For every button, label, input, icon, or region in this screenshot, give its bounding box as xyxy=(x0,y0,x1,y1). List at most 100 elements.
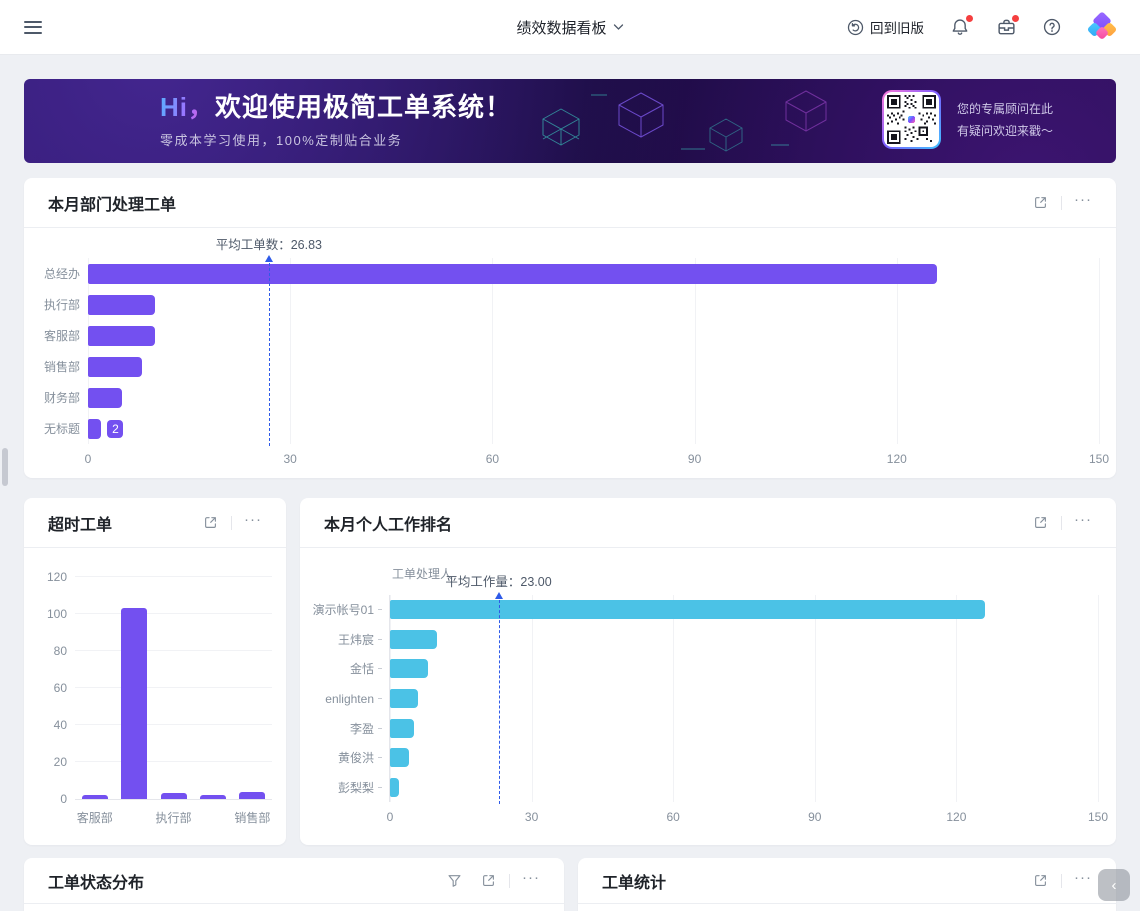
category-label: 财务部 xyxy=(43,391,80,405)
bar-客服部[interactable] xyxy=(81,795,108,799)
more-icon[interactable]: ··· xyxy=(522,869,540,886)
page-title: 绩效数据看板 xyxy=(516,19,607,37)
card-workorder-stats: 工单统计 ··· xyxy=(578,858,1116,911)
bar-row xyxy=(88,258,1099,289)
bell-icon xyxy=(951,18,969,36)
filter-icon[interactable] xyxy=(445,872,463,890)
category-label: 金恬 xyxy=(324,654,390,684)
category-label: 销售部 xyxy=(234,811,271,825)
x-tick-label: 60 xyxy=(666,810,680,824)
bar-无标题[interactable] xyxy=(88,418,102,439)
category-label: 客服部 xyxy=(43,329,80,343)
category-label: 王炜宸 xyxy=(324,625,390,655)
expand-icon[interactable] xyxy=(1031,872,1049,890)
more-icon[interactable]: ··· xyxy=(1074,869,1092,886)
topbar-actions: 回到旧版 xyxy=(847,11,1118,41)
card-overtime: 超时工单 ··· 0 20 40 60 80 100 120 客服部 执行部 销售部 xyxy=(24,498,286,845)
bar-row xyxy=(88,351,1099,382)
bar-enlighten[interactable] xyxy=(390,689,419,709)
bar-客服部[interactable] xyxy=(88,325,156,346)
x-tick-label: 0 xyxy=(84,452,92,466)
expand-icon[interactable] xyxy=(1031,194,1049,212)
x-tick-label: 150 xyxy=(1087,810,1109,824)
bar-row xyxy=(390,772,1098,802)
y-axis-labels: 总经办 执行部 客服部 销售部 财务部 无标题 xyxy=(43,258,88,444)
expand-icon[interactable] xyxy=(1031,514,1049,532)
category-label: 客服部 xyxy=(76,811,113,825)
workbox-button[interactable] xyxy=(996,15,1019,37)
back-to-old-version-button[interactable]: 回到旧版 xyxy=(847,17,924,37)
category-label: 李盈 xyxy=(324,713,390,743)
notifications-button[interactable] xyxy=(950,15,973,37)
bar-销售部[interactable] xyxy=(239,791,266,799)
scrollbar-thumb[interactable] xyxy=(2,448,8,486)
gridline xyxy=(814,595,816,802)
x-tick-label: 120 xyxy=(946,810,967,824)
bar-彭梨梨[interactable] xyxy=(390,777,400,797)
plot-area: 工单处理人 平均工作量：23.00 xyxy=(389,567,1099,804)
expand-icon[interactable] xyxy=(201,514,219,532)
gridline xyxy=(75,650,272,652)
x-tick-label: 120 xyxy=(886,452,907,466)
card-title: 工单状态分布 xyxy=(48,874,145,892)
bar-销售部[interactable] xyxy=(88,356,142,377)
workbox-dot xyxy=(1012,15,1019,22)
gridline xyxy=(1099,258,1100,444)
bar-row xyxy=(390,595,1098,625)
bar-金恬[interactable] xyxy=(390,659,428,679)
average-line xyxy=(264,255,273,446)
briefcase-icon xyxy=(997,18,1016,37)
bar-演示帐号01[interactable] xyxy=(390,600,985,620)
bar-执行部[interactable] xyxy=(160,793,187,799)
divider xyxy=(509,873,510,888)
more-icon[interactable]: ··· xyxy=(1074,511,1092,528)
bar-3[interactable] xyxy=(199,795,226,799)
help-button[interactable] xyxy=(1042,17,1062,37)
x-axis: 客服部 执行部 销售部 xyxy=(75,809,272,826)
bar-row xyxy=(390,684,1098,714)
bar-李盈[interactable] xyxy=(390,718,414,738)
card-title: 本月部门处理工单 xyxy=(48,196,177,214)
bar-1[interactable] xyxy=(121,608,148,799)
divider xyxy=(1061,873,1062,888)
more-icon[interactable]: ··· xyxy=(244,511,262,528)
bar-slot xyxy=(193,577,232,799)
card-header: 工单状态分布 ··· xyxy=(24,858,564,904)
bar-黄俊洪[interactable] xyxy=(390,748,409,768)
category-label: enlighten xyxy=(324,684,390,714)
restore-icon xyxy=(847,19,864,36)
app-logo[interactable] xyxy=(1086,11,1118,41)
bar-王炜宸[interactable] xyxy=(390,629,438,649)
gridline xyxy=(75,761,272,763)
bar-rows xyxy=(390,595,1098,802)
expand-icon[interactable] xyxy=(479,872,497,890)
more-icon[interactable]: ··· xyxy=(1074,191,1092,208)
help-icon xyxy=(1043,18,1061,36)
bar-财务部[interactable] xyxy=(88,387,122,408)
qr-caption: 您的专属顾问在此 有疑问欢迎来戳～ xyxy=(956,101,1053,138)
menu-icon[interactable] xyxy=(24,20,42,34)
average-line-label: 平均工单数：26.83 xyxy=(215,238,322,252)
x-tick-label: 30 xyxy=(524,810,539,824)
category-label: 执行部 xyxy=(43,298,80,312)
card-dept-workorders: 本月部门处理工单 ··· 总经办 执行部 客服部 销售部 财务部 无标题 2 平均工单数：2… xyxy=(24,178,1116,478)
ranking-bar-chart: 演示帐号01 王炜宸 金恬 enlighten 李盈 黄俊洪 彭梨梨 工单处理人 平均工作量：… xyxy=(300,567,1116,828)
y-tick-label: 100 xyxy=(46,607,67,621)
banner-text: Hi，欢迎使用极简工单系统！ 零成本学习使用，100%定制贴合业务 xyxy=(160,90,512,149)
gridline xyxy=(492,258,494,444)
card-title: 超时工单 xyxy=(48,516,113,534)
card-actions: ··· xyxy=(1031,512,1092,533)
bar-执行部[interactable] xyxy=(88,294,156,315)
advisor-qr-block: 您的专属顾问在此 有疑问欢迎来戳～ xyxy=(881,90,1053,149)
y-axis-labels: 演示帐号01 王炜宸 金恬 enlighten 李盈 黄俊洪 彭梨梨 xyxy=(313,595,390,802)
page-title-dropdown[interactable]: 绩效数据看板 xyxy=(516,17,624,38)
collapse-panel-button[interactable]: ‹ xyxy=(1098,869,1130,901)
bar-slot xyxy=(233,577,272,799)
bar-总经办[interactable] xyxy=(88,263,938,284)
bar-row xyxy=(88,320,1099,351)
divider xyxy=(1061,195,1062,210)
y-tick-label: 0 xyxy=(60,792,67,806)
category-label xyxy=(114,809,153,826)
x-tick-label: 0 xyxy=(386,810,394,824)
